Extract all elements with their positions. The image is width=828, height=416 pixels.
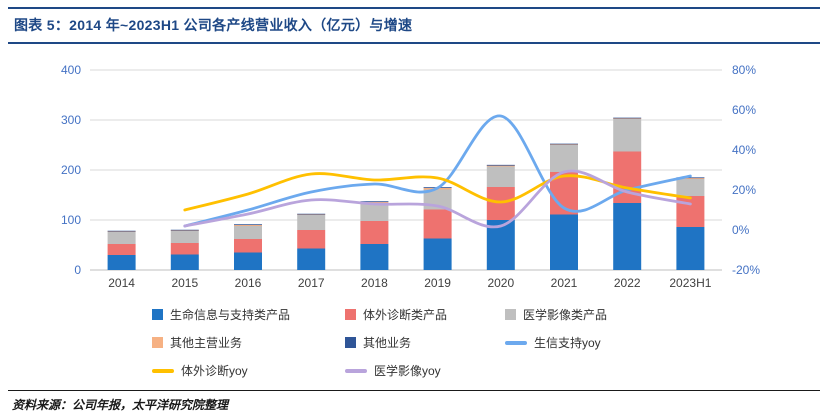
x-axis-label: 2021	[551, 276, 578, 290]
legend-item: 体外诊断yoy	[152, 362, 345, 379]
yoy-line	[183, 169, 692, 229]
bar-segment	[107, 255, 136, 270]
left-axis-tick: 400	[61, 63, 81, 77]
x-axis-label: 2022	[614, 276, 641, 290]
bar-segment	[676, 177, 705, 179]
bar-segment	[676, 177, 705, 179]
legend-swatch-line	[152, 368, 174, 373]
left-axis-tick: 300	[61, 113, 81, 127]
legend-swatch-square	[345, 309, 356, 320]
x-axis-label: 2020	[487, 276, 514, 290]
right-axis-tick: -20%	[732, 263, 760, 277]
bar-segment	[360, 201, 389, 203]
legend-item: 体外诊断类产品	[345, 306, 505, 323]
bar-segment	[550, 143, 578, 145]
right-axis-tick: 80%	[732, 63, 756, 77]
legend-swatch-square	[505, 309, 516, 320]
legend-item: 生命信息与支持类产品	[152, 306, 345, 323]
legend-label: 生命信息与支持类产品	[170, 308, 291, 322]
legend-swatch-square	[152, 337, 163, 348]
legend-label: 体外诊断类产品	[363, 308, 448, 322]
legend-item: 医学影像yoy	[345, 362, 505, 379]
x-axis-label: 2023H1	[669, 276, 711, 290]
right-axis-tick: 0%	[732, 223, 750, 237]
bar-segment	[107, 244, 136, 255]
bar-segment	[234, 252, 262, 270]
bar-segment	[297, 230, 326, 249]
x-axis-label: 2016	[235, 276, 262, 290]
top-rule	[8, 7, 820, 9]
bar-segment	[550, 145, 578, 172]
legend-label: 医学影像yoy	[374, 364, 441, 378]
source-text: 资料来源：公司年报，太平洋研究院整理	[12, 398, 229, 412]
bar-segment	[423, 238, 452, 270]
left-axis-tick: 100	[61, 213, 81, 227]
source-note: 资料来源：公司年报，太平洋研究院整理	[8, 390, 820, 413]
bar-segment	[613, 119, 642, 152]
chart-title: 图表 5：2014 年~2023H1 公司各产线营业收入（亿元）与增速	[14, 17, 413, 33]
legend-item: 其他业务	[345, 334, 505, 351]
bar-segment	[107, 230, 136, 232]
bar-segment	[486, 165, 515, 167]
right-axis-tick: 20%	[732, 183, 756, 197]
legend-item: 生信支持yoy	[505, 334, 828, 351]
bar-segment	[170, 254, 199, 270]
bar-segment	[170, 229, 199, 231]
x-axis-label: 2019	[424, 276, 451, 290]
legend-swatch-line	[345, 368, 367, 373]
bar-segment	[297, 248, 326, 270]
bar-segment	[360, 221, 389, 244]
legend-swatch-square	[345, 337, 356, 348]
bar-segment	[107, 232, 136, 244]
bar-segment	[486, 164, 515, 166]
bar-segment	[297, 215, 326, 230]
bar-segment	[360, 203, 389, 221]
bar-segment	[486, 220, 515, 270]
yoy-line	[183, 114, 692, 228]
bar-segment	[550, 214, 578, 270]
legend-item: 医学影像类产品	[505, 306, 828, 323]
x-axis-label: 2017	[298, 276, 325, 290]
right-axis-tick: 40%	[732, 143, 756, 157]
legend-item: 其他主营业务	[152, 334, 345, 351]
x-axis-label: 2014	[108, 276, 135, 290]
left-axis-tick: 200	[61, 163, 81, 177]
bar-segment	[297, 213, 326, 215]
bar-segment	[170, 231, 199, 243]
bar-segment	[423, 209, 452, 239]
bar-segment	[676, 196, 705, 227]
x-axis-label: 2018	[361, 276, 388, 290]
legend-label: 其他业务	[363, 336, 412, 350]
bar-segment	[234, 239, 262, 253]
bar-segment	[360, 201, 389, 203]
bar-segment	[360, 244, 389, 270]
bar-segment	[613, 118, 642, 119]
x-axis-label: 2015	[171, 276, 198, 290]
bar-segment	[486, 166, 515, 187]
legend-label: 医学影像类产品	[523, 308, 608, 322]
legend-swatch-square	[152, 309, 163, 320]
bar-segment	[486, 187, 515, 220]
bar-segment	[676, 227, 705, 270]
left-axis-tick: 0	[74, 263, 81, 277]
bar-segment	[234, 224, 262, 226]
bar-segment	[676, 179, 705, 196]
bar-segment	[170, 243, 199, 255]
title-rule	[8, 42, 820, 44]
bar-segment	[550, 144, 578, 145]
chart-legend: 生命信息与支持类产品 体外诊断类产品 医学影像类产品其他主营业务 其他业务 生信支持yo…	[152, 306, 828, 379]
legend-label: 其他主营业务	[170, 336, 243, 350]
legend-swatch-line	[505, 340, 527, 345]
revenue-growth-chart: 0 100 200 300 400 -20% 0% 20% 40% 60% 80% 2014 2015 2…	[61, 63, 760, 290]
right-axis-tick: 60%	[732, 103, 756, 117]
bar-segment	[613, 117, 642, 119]
bar-segment	[234, 226, 262, 239]
legend-label: 体外诊断yoy	[181, 364, 248, 378]
legend-label: 生信支持yoy	[534, 336, 601, 350]
bar-segment	[234, 224, 262, 226]
bar-segment	[613, 203, 642, 270]
